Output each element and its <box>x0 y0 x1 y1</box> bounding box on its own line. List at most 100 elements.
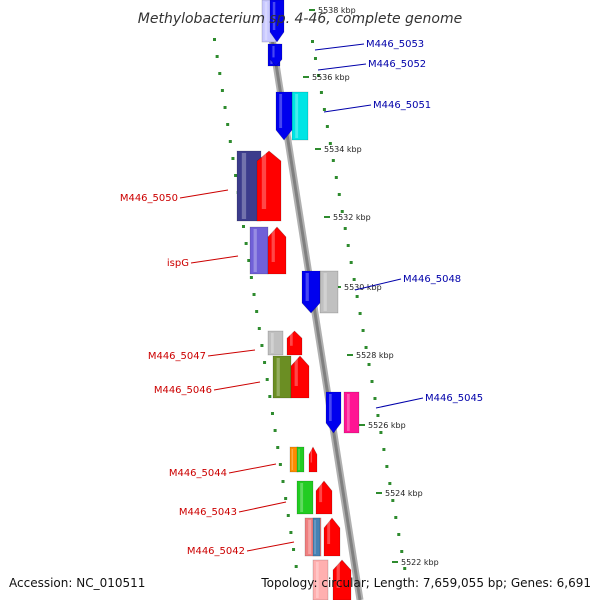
tick-dot <box>394 516 398 519</box>
tick-dot <box>316 74 320 77</box>
gene-label[interactable]: M446_5044 <box>169 468 227 479</box>
gene-leader-line <box>246 541 295 552</box>
tick-dot <box>325 125 329 128</box>
cog-feature-7-shine <box>276 358 280 396</box>
cog-feature-11-shine <box>308 520 312 554</box>
scale-label: 5530 kbp <box>344 283 382 292</box>
tick-dot <box>294 565 298 568</box>
gene-leader-line <box>314 43 365 51</box>
gene-arrow-11 <box>323 517 341 557</box>
cog-feature-5 <box>319 270 339 314</box>
gene-label[interactable]: M446_5042 <box>187 546 245 557</box>
gene-leader-line <box>190 255 239 264</box>
tick-dot <box>355 295 359 298</box>
tick-dot <box>226 123 230 126</box>
scale-label: 5526 kbp <box>368 421 406 430</box>
cog-feature-extra-shine <box>316 562 319 598</box>
tick-dot <box>220 89 224 92</box>
tick-dot <box>352 278 356 281</box>
gene-arrow-9-shine <box>310 449 313 463</box>
cog-feature-5044b <box>296 446 305 473</box>
cog-feature-8-shine <box>347 394 350 431</box>
cog-feature-3-shine <box>241 153 247 219</box>
tick-dot <box>247 259 251 262</box>
tick-dot <box>218 72 222 75</box>
tick-dot <box>284 497 288 500</box>
tick-dot <box>278 463 282 466</box>
tick-dot <box>257 327 261 330</box>
gene-arrow-2 <box>275 91 293 141</box>
cog-feature-7 <box>272 355 292 399</box>
tick-dot <box>400 550 404 553</box>
tick-dot <box>241 225 245 228</box>
gene-label[interactable]: M446_5047 <box>148 351 206 362</box>
tick-dot <box>215 55 219 58</box>
tick-dot <box>270 412 274 415</box>
gene-leader-line <box>213 381 261 391</box>
cog-feature-8 <box>343 391 360 434</box>
gene-arrow-7-shine <box>294 358 298 386</box>
gene-arrow-10-shine <box>319 483 323 503</box>
gene-labels: M446_5053 M446_5052 M446_5051 M446_5050 ispG… <box>120 39 483 557</box>
gene-features <box>236 0 360 600</box>
tick-dot <box>276 446 280 449</box>
gene-arrow-0 <box>269 0 285 43</box>
tick-dot <box>255 310 259 313</box>
cog-feature-extra <box>312 559 329 600</box>
gene-arrow-0-shine <box>272 2 276 30</box>
gene-label[interactable]: M446_5051 <box>373 100 431 111</box>
tick-dot <box>244 242 248 245</box>
gene-label[interactable]: M446_5045 <box>425 393 483 404</box>
gene-leader-line <box>375 397 424 409</box>
scale-label: 5532 kbp <box>333 213 371 222</box>
cog-feature-10 <box>296 480 314 515</box>
tick-dot <box>331 159 335 162</box>
tick-dot <box>397 533 401 536</box>
gene-label[interactable]: M446_5048 <box>403 274 461 285</box>
gene-arrow-extra <box>332 559 352 600</box>
tick-dot <box>349 261 353 264</box>
gene-leader-line <box>207 349 256 357</box>
tick-dot <box>228 140 232 143</box>
gene-label[interactable]: M446_5043 <box>179 507 237 518</box>
cog-feature-6 <box>267 330 284 356</box>
gene-label[interactable]: M446_5050 <box>120 193 178 204</box>
gene-label[interactable]: M446_5053 <box>366 39 424 50</box>
cog-feature-0-shine <box>264 2 268 40</box>
scale-marks: 5538 kbp 5536 kbp 5534 kbp 5532 kbp 5530 kbp… <box>303 6 439 567</box>
tick-dot <box>328 142 332 145</box>
gene-arrow-4 <box>267 226 287 275</box>
cog-feature-5-shine <box>323 273 327 311</box>
accession-text: Accession: NC_010511 <box>9 576 145 590</box>
tick-dot <box>286 514 290 517</box>
tick-dot <box>370 380 374 383</box>
tick-dot <box>319 91 323 94</box>
gene-arrow-extra-shine <box>336 562 340 588</box>
gene-arrow-6-shine <box>290 333 293 346</box>
gene-label[interactable]: ispG <box>167 258 189 269</box>
tick-dot <box>361 329 365 332</box>
cog-feature-2-shine <box>295 94 299 138</box>
scale-label: 5522 kbp <box>401 558 439 567</box>
gene-leader-line <box>323 104 372 113</box>
tick-dot <box>273 429 277 432</box>
gene-leader-line <box>179 189 229 199</box>
cog-feature-2 <box>291 91 309 141</box>
cog-feature-9-shine <box>291 449 294 470</box>
gene-label[interactable]: M446_5046 <box>154 385 212 396</box>
tick-dot <box>234 174 238 177</box>
gene-arrow-2-shine <box>279 94 283 128</box>
tick-dot <box>379 431 383 434</box>
tick-dot <box>376 414 380 417</box>
tick-dot <box>265 378 269 381</box>
tick-dot <box>388 482 392 485</box>
scale-label: 5534 kbp <box>324 145 362 154</box>
tick-dot <box>346 244 350 247</box>
gene-label[interactable]: M446_5052 <box>368 59 426 70</box>
gene-arrow-6 <box>286 330 303 356</box>
cog-feature-10-shine <box>300 483 304 512</box>
gene-arrow-11-shine <box>327 520 331 544</box>
cog-feature-5042b <box>312 517 321 557</box>
tick-dot <box>403 567 407 570</box>
gene-arrow-1 <box>269 43 283 67</box>
